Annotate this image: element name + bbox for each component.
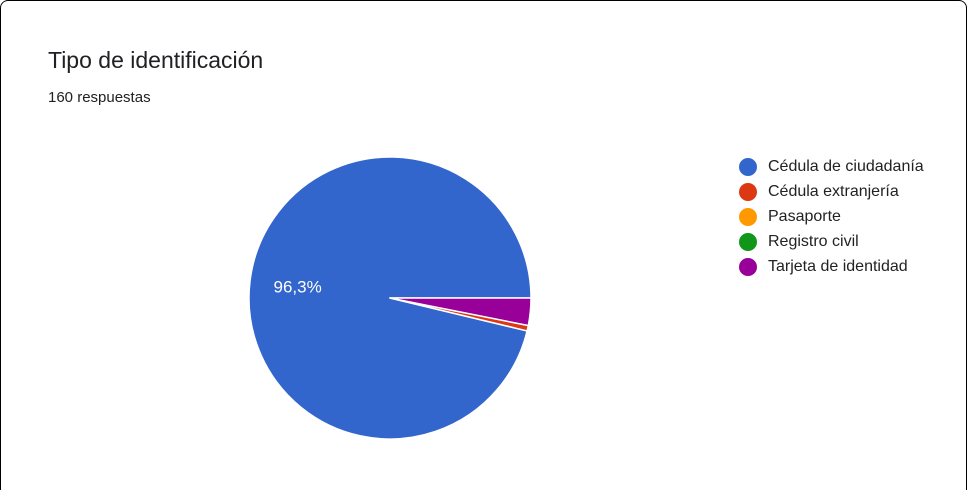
- legend-swatch-icon: [739, 182, 757, 201]
- legend-item[interactable]: Pasaporte: [739, 204, 924, 229]
- legend-label: Pasaporte: [768, 207, 841, 225]
- chart-title: Tipo de identificación: [48, 47, 264, 73]
- legend-item[interactable]: Tarjeta de identidad: [739, 254, 924, 279]
- legend-label: Cédula de ciudadanía: [768, 157, 924, 175]
- pie-slice-5[interactable]: [389, 297, 532, 327]
- response-count: 160 respuestas: [48, 89, 151, 106]
- chart-legend: Cédula de ciudadanía Cédula extranjería Pa…: [739, 154, 924, 279]
- legend-item[interactable]: Cédula extranjería: [739, 179, 924, 204]
- legend-swatch-icon: [739, 232, 757, 251]
- legend-label: Tarjeta de identidad: [768, 257, 908, 275]
- legend-swatch-icon: [739, 207, 757, 226]
- legend-swatch-icon: [739, 157, 757, 176]
- legend-label: Cédula extranjería: [768, 182, 899, 200]
- legend-item[interactable]: Registro civil: [739, 229, 924, 254]
- legend-item[interactable]: Cédula de ciudadanía: [739, 154, 924, 179]
- slice-percent-label: 96,3%: [273, 278, 321, 297]
- legend-label: Registro civil: [768, 232, 859, 250]
- legend-swatch-icon: [739, 257, 757, 276]
